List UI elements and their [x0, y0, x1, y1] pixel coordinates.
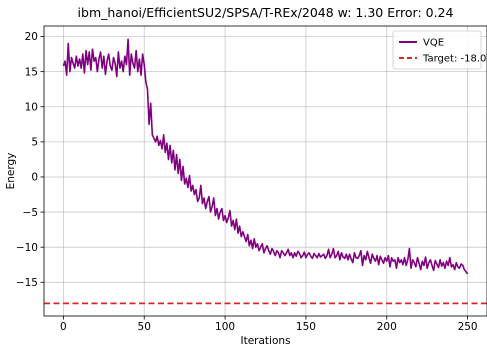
- chart-title: ibm_hanoi/EfficientSU2/SPSA/T-REx/2048 w…: [78, 5, 454, 20]
- y-tick-label: 0: [31, 172, 38, 184]
- y-tick-label: 15: [25, 66, 38, 78]
- x-tick-label: 200: [377, 321, 397, 333]
- plot-area: [44, 26, 487, 316]
- grid: [44, 26, 487, 316]
- x-axis-label: Iterations: [240, 335, 290, 347]
- y-axis-label: Energy: [5, 153, 17, 190]
- series-layer: [63, 39, 467, 274]
- legend-vqe-label: VQE: [423, 38, 444, 49]
- y-tick-label: 10: [25, 101, 38, 113]
- y-tick-label: −10: [16, 242, 38, 254]
- x-tick-label: 50: [138, 321, 151, 333]
- x-tick-label: 0: [60, 321, 67, 333]
- y-tick-label: 20: [25, 31, 38, 43]
- y-tick-label: −15: [16, 277, 38, 289]
- y-tick-label: −5: [23, 207, 38, 219]
- x-axis: 0 50 100 150 200 250: [60, 316, 478, 333]
- y-tick-label: 5: [31, 137, 38, 149]
- x-tick-label: 250: [458, 321, 478, 333]
- legend-target-label: Target: -18.0: [422, 54, 486, 65]
- y-axis: −15 −10 −5 0 5 10 15 20: [16, 31, 44, 289]
- x-tick-label: 150: [296, 321, 316, 333]
- vqe-series-line: [63, 39, 467, 274]
- legend: VQE Target: -18.0: [393, 31, 486, 69]
- x-tick-label: 100: [215, 321, 235, 333]
